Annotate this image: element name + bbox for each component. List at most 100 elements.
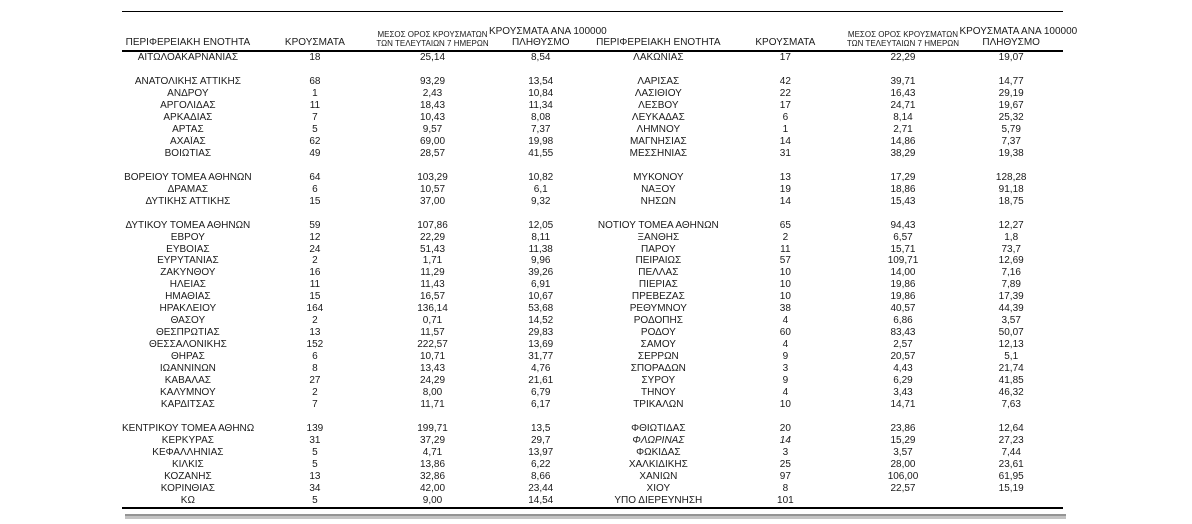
region-cell: ΥΠΟ ΔΙΕΡΕΥΝΗΣΗ — [614, 494, 703, 506]
region-cell: ΛΕΥΚΑΔΑΣ — [631, 111, 685, 123]
header-per100k-right: ΚΡΟΥΣΜΑΤΑ ΑΝΑ 100000 ΠΛΗΘΥΣΜΟ — [959, 26, 1077, 50]
cases-cell: 11 — [309, 99, 321, 111]
avg7-cell: 83,43 — [890, 327, 916, 339]
per100k-cell: 7,16 — [1001, 267, 1021, 279]
cases-cell: 27 — [309, 375, 321, 387]
per100k-cell: 12,69 — [998, 255, 1024, 267]
per100k-cell: 7,44 — [1001, 446, 1021, 458]
cases-cell — [254, 208, 376, 220]
avg7-cell: 8,00 — [422, 387, 443, 399]
avg7-cell: 2,43 — [422, 87, 443, 99]
avg7-cell: 16,43 — [890, 87, 916, 99]
per100k-cell: 39,26 — [528, 267, 554, 279]
region-cell: ΝΟΤΙΟΥ ΤΟΜΕΑ ΑΘΗΝΩΝ — [597, 219, 719, 231]
avg7-cell — [376, 64, 489, 76]
per100k-cell: 9,96 — [530, 255, 551, 267]
cases-cell: 25 — [779, 458, 791, 470]
per100k-cell: 3,57 — [1001, 315, 1021, 327]
table-header-row: ΠΕΡΙΦΕΡΕΙΑΚΗ ΕΝΟΤΗΤΑ ΚΡΟΥΣΜΑΤΑ ΜΕΣΟΣ ΟΡΟ… — [122, 12, 1077, 52]
avg7-cell: 14,86 — [890, 135, 916, 147]
spacer-row — [122, 64, 1063, 76]
table-row: ΙΩΑΝΝΙΝΩΝ 8 13,43 4,76 ΣΠΟΡΑΔΩΝ 3 4,43 21,74 — [122, 363, 1063, 375]
region-cell — [592, 208, 724, 220]
per100k-cell: 14,77 — [998, 75, 1024, 87]
cases-cell: 60 — [779, 327, 791, 339]
region-cell: ΚΑΡΔΙΤΣΑΣ — [160, 399, 215, 411]
per100k-cell: 7,37 — [1001, 135, 1021, 147]
table-row: ΚΟΡΙΝΘΙΑΣ 34 42,00 23,44 ΧΙΟΥ 8 22,57 15,19 — [122, 483, 1063, 495]
cases-cell: 17 — [779, 99, 791, 111]
header-avg7-line2: ΤΩΝ ΤΕΛΕΥΤΑΙΩΝ 7 ΗΜΕΡΩΝ — [846, 39, 960, 48]
cases-cell: 68 — [309, 75, 321, 87]
per100k-cell: 73,7 — [1001, 243, 1021, 255]
avg7-cell: 1,71 — [422, 255, 443, 267]
avg7-cell: 10,71 — [420, 351, 446, 363]
region-cell — [592, 160, 724, 172]
spacer-row — [122, 160, 1063, 172]
region-cell: ΠΙΕΡΙΑΣ — [638, 279, 678, 291]
region-cell — [122, 208, 254, 220]
cases-cell: 5 — [312, 494, 318, 506]
per100k-cell — [959, 64, 1063, 76]
cases-cell: 5 — [312, 458, 318, 470]
per100k-cell: 23,61 — [998, 458, 1024, 470]
avg7-cell: 19,86 — [890, 291, 916, 303]
header-region-right: ΠΕΡΙΦΕΡΕΙΑΚΗ ΕΝΟΤΗΤΑ — [596, 37, 721, 48]
per100k-cell: 7,63 — [1001, 399, 1021, 411]
per100k-cell: 31,77 — [528, 351, 554, 363]
avg7-cell: 17,29 — [890, 171, 916, 183]
per100k-cell: 44,39 — [998, 303, 1024, 315]
region-cell: ΘΑΣΟΥ — [170, 315, 206, 327]
table-row: ΚΕΡΚΥΡΑΣ 31 37,29 29,7 ΦΛΩΡΙΝΑΣ 14 15,29 27,23 — [122, 435, 1063, 447]
regional-cases-table: ΠΕΡΙΦΕΡΕΙΑΚΗ ΕΝΟΤΗΤΑ ΚΡΟΥΣΜΑΤΑ ΜΕΣΟΣ ΟΡΟ… — [122, 11, 1077, 509]
region-cell: ΔΡΑΜΑΣ — [167, 183, 209, 195]
cases-cell: 2 — [312, 387, 318, 399]
table-row: ΚΙΛΚΙΣ 5 13,86 6,22 ΧΑΛΚΙΔΙΚΗΣ 25 28,00 23,61 — [122, 459, 1063, 471]
avg7-cell: 10,57 — [420, 183, 446, 195]
per100k-cell: 13,54 — [528, 75, 554, 87]
cases-cell: 2 — [312, 255, 318, 267]
avg7-cell: 11,43 — [420, 279, 445, 291]
region-cell: ΚΕΦΑΛΛΗΝΙΑΣ — [152, 446, 224, 458]
region-cell: ΔΥΤΙΚΟΥ ΤΟΜΕΑ ΑΘΗΝΩΝ — [125, 219, 251, 231]
region-cell: ΘΗΡΑΣ — [170, 351, 205, 363]
per100k-cell: 41,55 — [528, 147, 554, 159]
cases-cell — [724, 64, 846, 76]
avg7-cell: 2,71 — [893, 123, 913, 135]
table-row: ΗΛΕΙΑΣ 11 11,43 6,91 ΠΙΕΡΙΑΣ 10 19,86 7,89 — [122, 279, 1063, 291]
cases-cell: 20 — [779, 423, 791, 435]
per100k-cell: 29,83 — [528, 327, 554, 339]
cases-cell: 16 — [309, 267, 321, 279]
avg7-cell: 22,57 — [890, 482, 916, 494]
region-cell: ΣΥΡΟΥ — [641, 375, 676, 387]
avg7-cell: 11,29 — [420, 267, 445, 279]
cases-cell — [254, 411, 376, 423]
per100k-cell: 13,97 — [528, 446, 554, 458]
region-cell: ΠΕΛΛΑΣ — [638, 267, 679, 279]
avg7-cell: 10,43 — [420, 111, 446, 123]
per100k-cell: 13,69 — [528, 339, 554, 351]
cases-cell: 13 — [309, 470, 321, 482]
per100k-cell: 21,74 — [998, 363, 1024, 375]
table-row: ΚΑΛΥΜΝΟΥ 2 8,00 6,79 ΤΗΝΟΥ 4 3,43 46,32 — [122, 387, 1063, 399]
cases-cell: 14 — [779, 195, 791, 207]
per100k-cell: 1,8 — [1004, 231, 1019, 243]
table-row: ΚΟΖΑΝΗΣ 13 32,86 8,66 ΧΑΝΙΩΝ 97 106,00 61,95 — [122, 471, 1063, 483]
header-cases-left: ΚΡΟΥΣΜΑΤΑ — [284, 37, 345, 48]
per100k-cell: 4,76 — [530, 363, 551, 375]
cases-cell: 11 — [780, 243, 791, 255]
avg7-cell: 11,57 — [420, 327, 445, 339]
per100k-cell — [489, 411, 593, 423]
per100k-cell: 8,66 — [530, 470, 551, 482]
cases-cell: 18 — [309, 52, 321, 63]
avg7-cell: 11,71 — [420, 399, 445, 411]
table-row: ΑΡΓΟΛΙΔΑΣ 11 18,43 11,34 ΛΕΣΒΟΥ 17 24,71 19,67 — [122, 100, 1063, 112]
avg7-cell — [847, 411, 960, 423]
avg7-cell: 9,00 — [422, 494, 443, 506]
region-cell: ΗΜΑΘΙΑΣ — [165, 291, 211, 303]
cases-cell: 31 — [779, 147, 791, 159]
per100k-cell: 25,32 — [998, 111, 1024, 123]
cases-cell: 19 — [779, 183, 791, 195]
per100k-cell: 12,64 — [998, 423, 1024, 435]
region-cell: ΕΥΡΥΤΑΝΙΑΣ — [157, 255, 219, 267]
